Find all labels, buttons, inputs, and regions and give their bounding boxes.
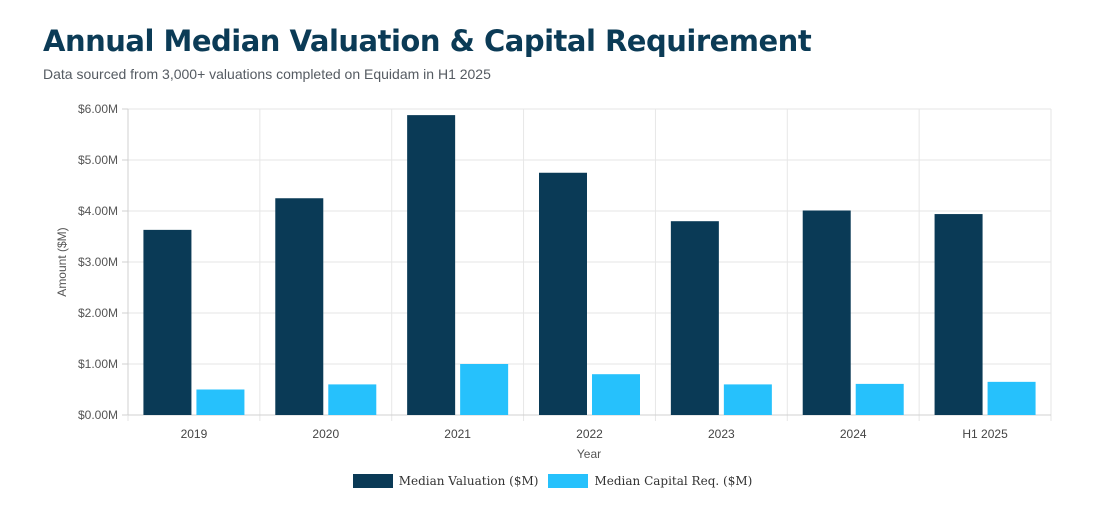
bar-median-valuation[interactable]	[275, 198, 324, 415]
bar-median-capital-req[interactable]	[328, 384, 377, 415]
legend: Median Valuation ($M) Median Capital Req…	[0, 474, 1105, 488]
x-tick-label: 2021	[444, 427, 471, 441]
y-axis-label: Amount ($M)	[55, 227, 69, 296]
bars	[143, 115, 1036, 416]
tick-labels: $0.00M $1.00M $2.00M $3.00M $4.00M $5.00M $6.0…	[78, 102, 1008, 441]
bar-median-valuation[interactable]	[802, 210, 851, 415]
x-axis-label: Year	[577, 447, 601, 461]
x-tick-label: 2023	[708, 427, 735, 441]
bar-median-capital-req[interactable]	[987, 381, 1036, 415]
legend-swatch-capital	[548, 474, 589, 488]
x-tick-label: 2019	[181, 427, 208, 441]
legend-item-capital[interactable]: Median Capital Req. ($M)	[548, 474, 752, 488]
x-tick-label: 2022	[576, 427, 603, 441]
bar-chart: $0.00M $1.00M $2.00M $3.00M $4.00M $5.00M $6.0…	[55, 102, 1052, 461]
bar-median-capital-req[interactable]	[855, 383, 904, 415]
y-tick-label: $4.00M	[78, 204, 118, 218]
bar-median-capital-req[interactable]	[592, 374, 640, 415]
legend-label-capital: Median Capital Req. ($M)	[594, 474, 753, 488]
legend-label-valuation: Median Valuation ($M)	[398, 474, 539, 488]
bar-median-capital-req[interactable]	[723, 384, 772, 415]
y-tick-label: $6.00M	[78, 102, 118, 116]
y-tick-label: $1.00M	[78, 357, 118, 371]
x-tick-label: 2020	[312, 427, 339, 441]
chart-title: Annual Median Valuation & Capital Requir…	[43, 24, 812, 58]
y-tick-label: $0.00M	[78, 408, 118, 422]
x-tick-label: H1 2025	[962, 427, 1008, 441]
bar-median-valuation[interactable]	[670, 221, 719, 415]
legend-item-valuation[interactable]: Median Valuation ($M)	[352, 474, 539, 488]
bar-median-valuation[interactable]	[934, 214, 983, 415]
bar-median-valuation[interactable]	[407, 115, 456, 416]
bar-median-valuation[interactable]	[539, 172, 587, 415]
y-tick-label: $2.00M	[78, 306, 118, 320]
x-tick-label: 2024	[840, 427, 867, 441]
legend-swatch-valuation	[352, 474, 393, 488]
bar-median-capital-req[interactable]	[460, 364, 509, 415]
y-tick-label: $3.00M	[78, 255, 118, 269]
bar-median-capital-req[interactable]	[196, 389, 245, 416]
y-tick-label: $5.00M	[78, 153, 118, 167]
chart-subtitle: Data sourced from 3,000+ valuations comp…	[43, 66, 491, 82]
bar-median-valuation[interactable]	[143, 229, 192, 415]
